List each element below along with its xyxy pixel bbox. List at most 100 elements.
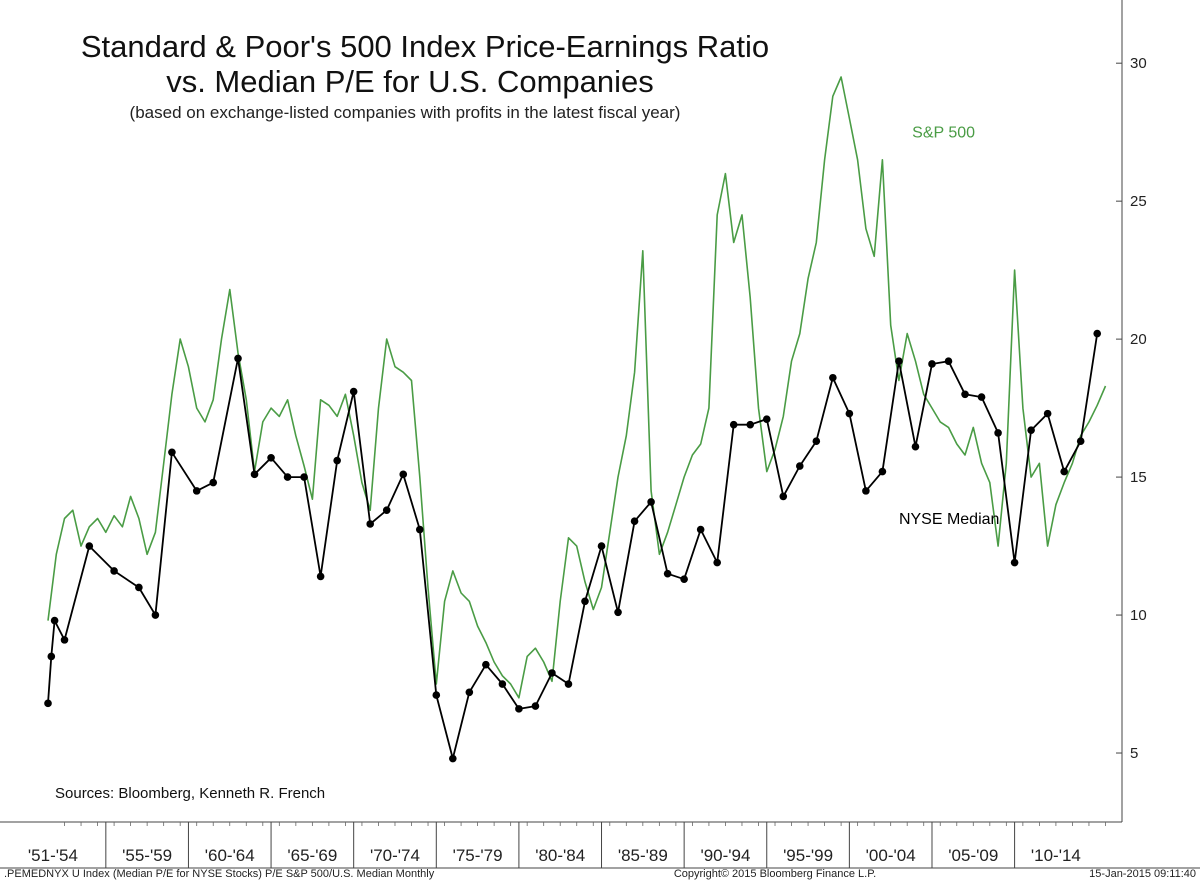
data-point-nyse-median-47: [829, 373, 837, 382]
y-tick-label-10: 10: [1130, 607, 1147, 624]
chart-subtitle: (based on exchange-listed companies with…: [130, 103, 681, 122]
data-point-nyse-median-57: [994, 429, 1002, 437]
x-tick-label-11: '05-'09: [948, 846, 998, 865]
source-note: Sources: Bloomberg, Kenneth R. French: [55, 785, 325, 802]
data-point-nyse-median-18: [349, 387, 358, 396]
chart-title: Standard & Poor's 500 Index Price-Earnin…: [81, 29, 769, 64]
x-tick-label-12: '10-'14: [1031, 846, 1081, 865]
data-point-nyse-median-5: [110, 567, 118, 575]
chart-title-line2: vs. Median P/E for U.S. Companies: [166, 64, 654, 99]
data-point-nyse-median-49: [862, 487, 870, 495]
footer-center: Copyright© 2015 Bloomberg Finance L.P.: [674, 868, 876, 880]
x-tick-label-4: '70-'74: [370, 846, 420, 865]
data-point-nyse-median-46: [812, 437, 821, 446]
annotation-layer: S&P 500 NYSE Median: [899, 125, 1000, 528]
data-point-nyse-median-14: [283, 473, 292, 481]
data-point-nyse-median-63: [1093, 329, 1102, 338]
data-point-nyse-median-12: [250, 470, 259, 479]
data-point-nyse-median-7: [151, 611, 160, 619]
data-point-nyse-median-53: [928, 360, 936, 368]
data-point-nyse-median-27: [498, 680, 507, 688]
series-line-s-p-500: [47, 76, 1107, 699]
data-point-nyse-median-24: [449, 754, 457, 763]
x-tick-label-1: '55-'59: [122, 846, 172, 865]
data-point-nyse-median-60: [1043, 409, 1052, 418]
data-point-nyse-median-43: [762, 415, 771, 423]
data-point-nyse-median-0: [44, 699, 52, 708]
data-point-nyse-median-6: [135, 583, 143, 592]
data-point-nyse-median-44: [779, 492, 788, 501]
data-point-nyse-median-54: [944, 357, 953, 365]
data-point-nyse-median-29: [531, 702, 540, 710]
data-point-nyse-median-36: [647, 498, 655, 506]
x-tick-label-5: '75-'79: [453, 846, 503, 865]
data-point-nyse-median-52: [911, 442, 920, 451]
data-point-nyse-median-3: [60, 636, 69, 644]
data-point-nyse-median-45: [796, 462, 804, 470]
data-point-nyse-median-41: [729, 420, 738, 429]
data-point-nyse-median-25: [465, 688, 474, 697]
x-tick-label-10: '00-'04: [866, 846, 916, 865]
data-point-nyse-median-42: [746, 420, 755, 429]
data-point-nyse-median-50: [878, 467, 887, 476]
x-axis: '51-'54 '55-'59 '60-'64 '65-'69 '70-'74 '75-'…: [0, 821, 1200, 869]
x-tick-label-6: '80-'84: [535, 846, 585, 865]
data-point-nyse-median-48: [845, 409, 854, 418]
data-point-nyse-median-11: [234, 354, 242, 363]
data-point-nyse-median-30: [548, 669, 556, 677]
data-point-nyse-median-37: [663, 569, 672, 578]
y-tick-label-30: 30: [1130, 55, 1147, 72]
data-point-nyse-median-13: [267, 453, 275, 462]
data-point-nyse-median-4: [85, 542, 94, 550]
data-point-nyse-median-33: [597, 542, 606, 550]
y-tick-label-5: 5: [1130, 745, 1138, 762]
data-point-nyse-median-56: [977, 393, 986, 401]
series-label-0: S&P 500: [912, 125, 975, 142]
x-tick-label-3: '65-'69: [287, 846, 337, 865]
data-point-nyse-median-9: [192, 487, 201, 495]
data-point-nyse-median-16: [316, 572, 325, 581]
series-line-nyse-median: [47, 333, 1099, 760]
y-tick-label-25: 25: [1130, 193, 1147, 210]
data-point-nyse-median-1: [47, 652, 56, 661]
data-point-nyse-median-59: [1027, 426, 1035, 434]
x-tick-label-2: '60-'64: [205, 846, 255, 865]
y-axis: 5 10 15 20 25 30: [1116, 0, 1147, 822]
x-tick-label-7: '85-'89: [618, 846, 668, 865]
footer-right: 15-Jan-2015 09:11:40: [1089, 868, 1196, 880]
data-point-nyse-median-39: [696, 525, 705, 534]
data-point-nyse-median-35: [630, 517, 639, 526]
data-point-nyse-median-38: [680, 575, 688, 583]
data-point-nyse-median-28: [515, 705, 523, 713]
data-point-nyse-median-19: [366, 520, 375, 528]
data-point-nyse-median-40: [713, 558, 721, 567]
data-point-nyse-median-34: [614, 608, 622, 617]
footer-left: .PEMEDNYX U Index (Median P/E for NYSE S…: [4, 868, 435, 880]
data-point-nyse-median-21: [399, 470, 408, 479]
series-label-1: NYSE Median: [899, 511, 1000, 528]
data-point-nyse-median-32: [581, 597, 589, 606]
data-point-nyse-median-62: [1076, 437, 1085, 446]
data-point-nyse-median-23: [432, 691, 441, 699]
data-point-nyse-median-10: [209, 478, 218, 487]
data-point-nyse-median-26: [482, 660, 490, 669]
data-point-nyse-median-8: [168, 448, 176, 457]
series-layer: [44, 76, 1107, 763]
data-point-nyse-median-2: [50, 616, 59, 625]
y-tick-label-20: 20: [1130, 331, 1147, 348]
x-tick-label-8: '90-'94: [700, 846, 750, 865]
data-point-nyse-median-61: [1060, 467, 1068, 476]
data-point-nyse-median-15: [300, 473, 308, 481]
data-point-nyse-median-51: [895, 357, 903, 365]
data-point-nyse-median-58: [1010, 558, 1019, 567]
data-point-nyse-median-31: [564, 680, 573, 688]
y-tick-label-15: 15: [1130, 469, 1147, 486]
data-point-nyse-median-55: [961, 390, 969, 399]
data-point-nyse-median-17: [333, 456, 341, 465]
data-point-nyse-median-20: [382, 506, 391, 514]
data-point-nyse-median-22: [415, 525, 424, 534]
x-tick-label-9: '95-'99: [783, 846, 833, 865]
x-tick-label-0: '51-'54: [28, 846, 78, 865]
